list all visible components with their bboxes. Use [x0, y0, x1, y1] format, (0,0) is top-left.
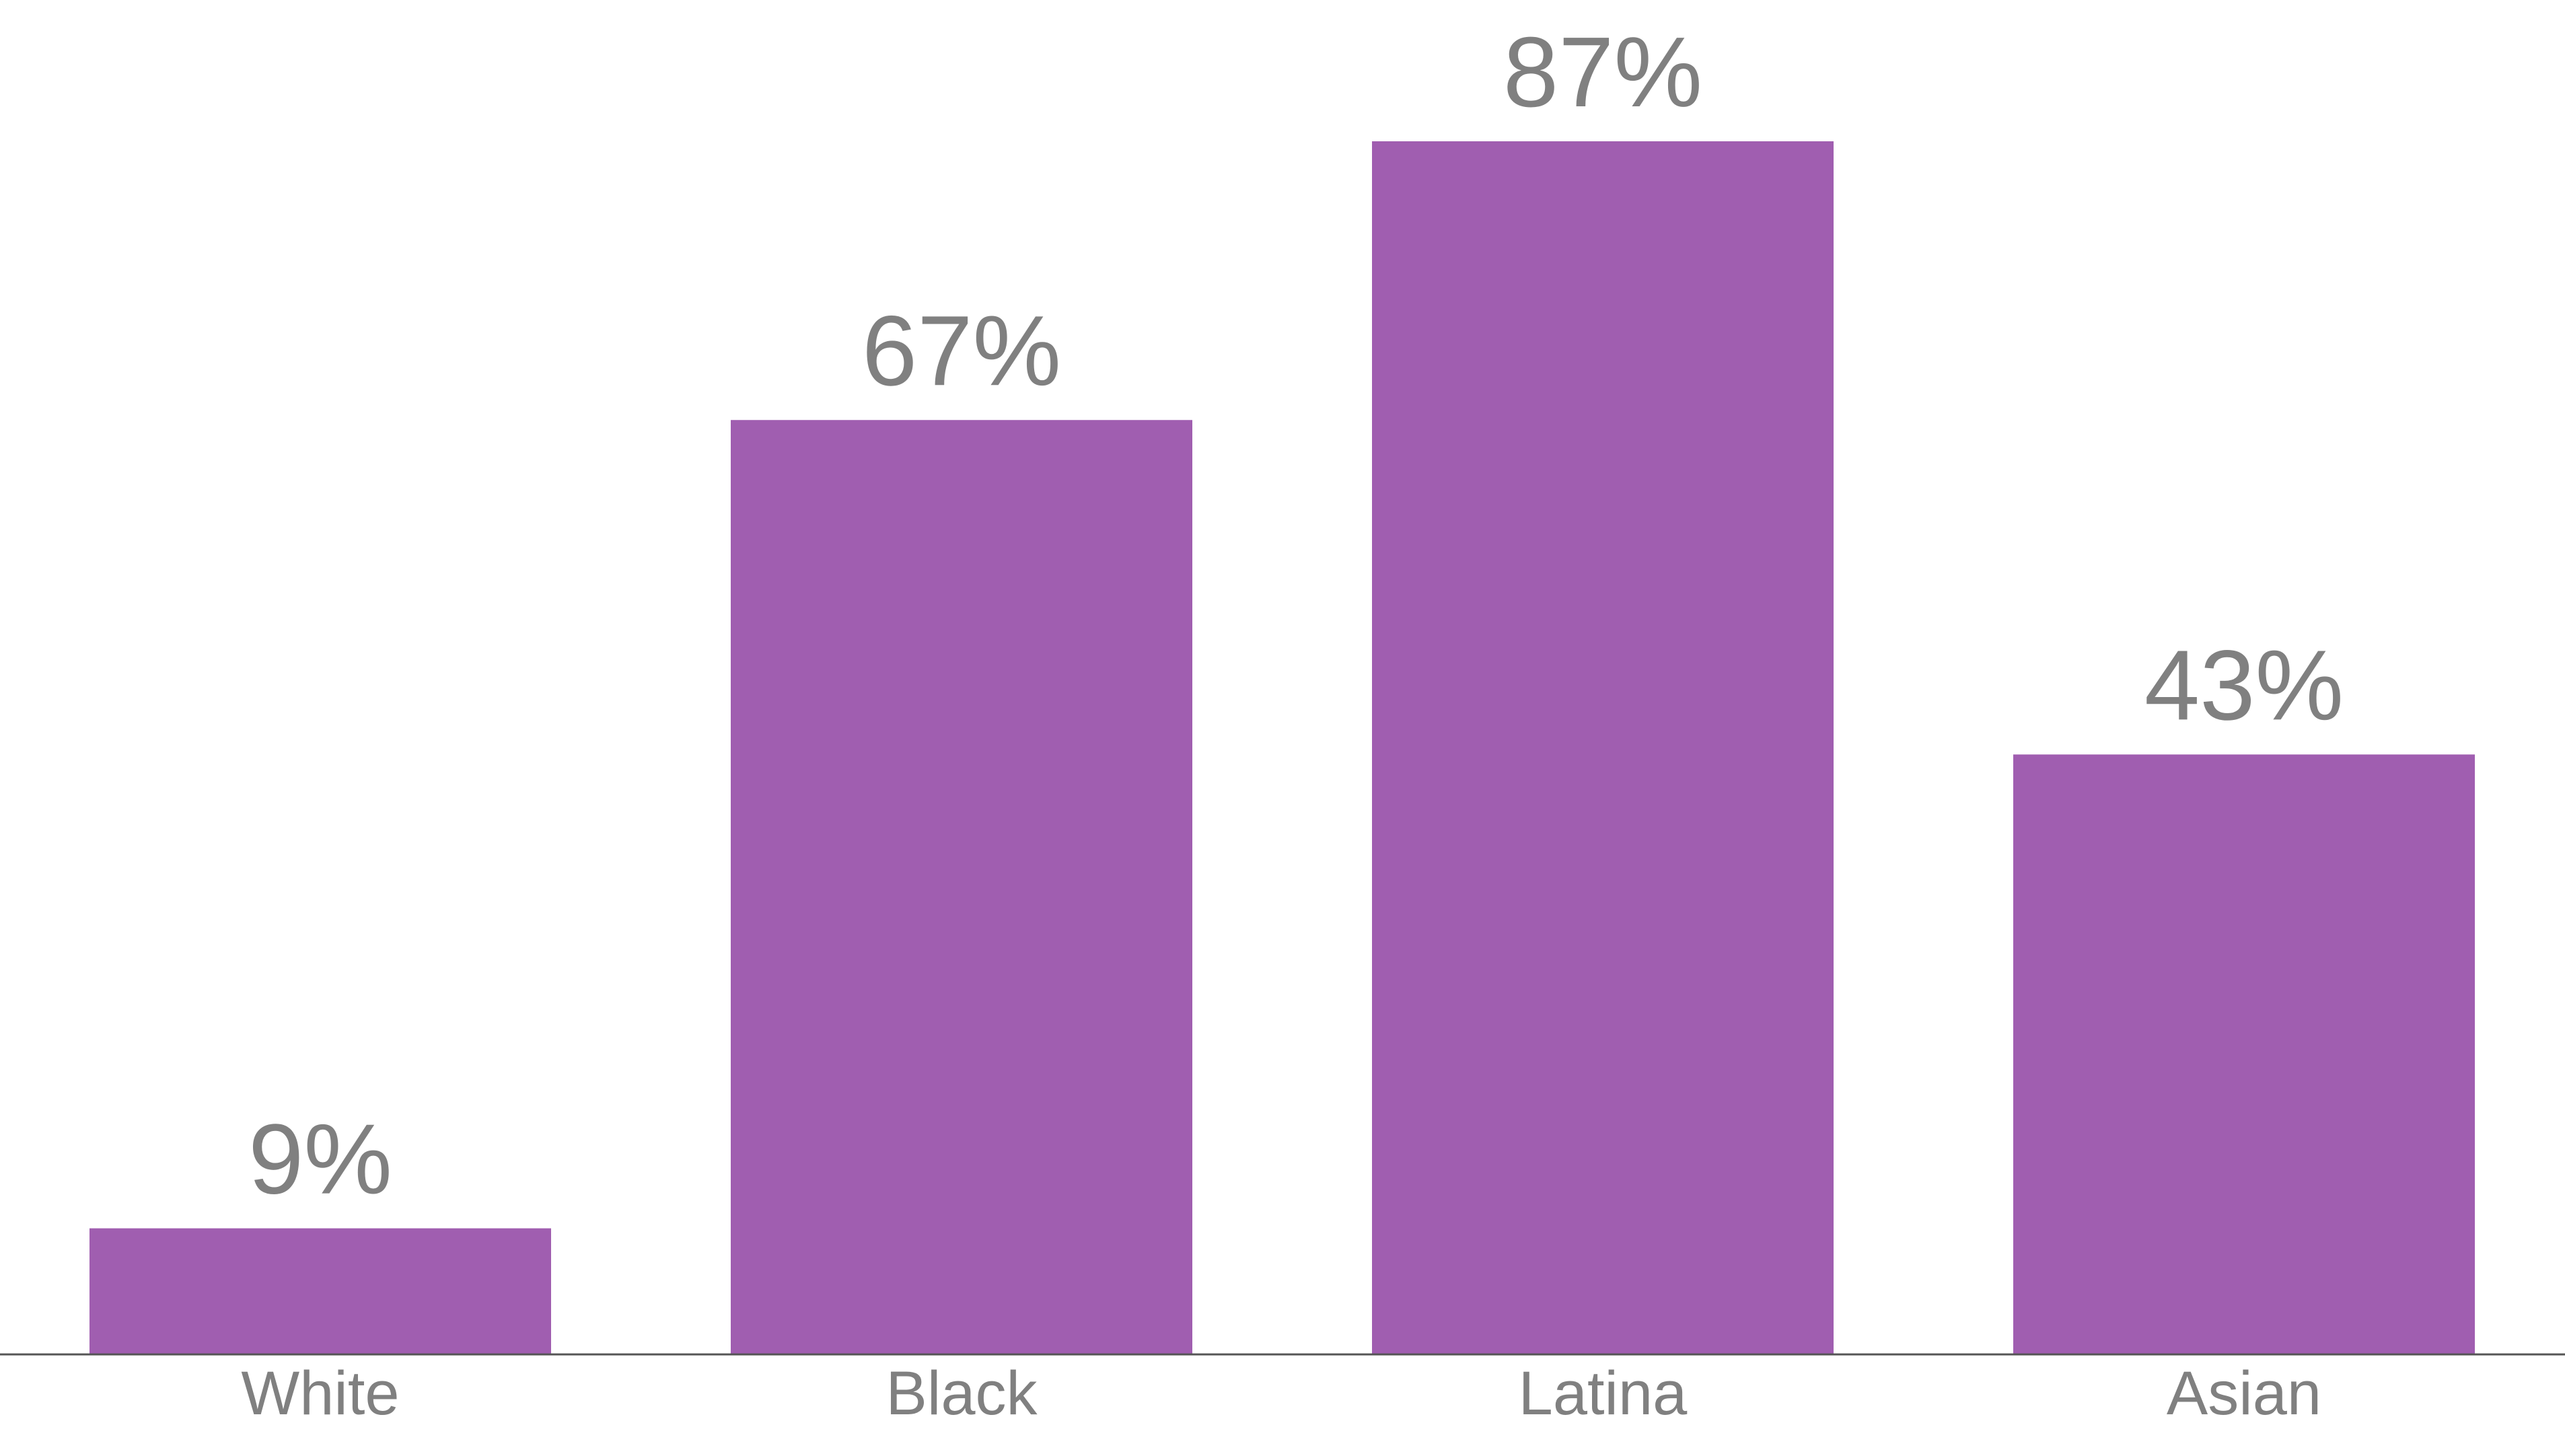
value-label-asian: 43% [2144, 630, 2344, 741]
bar-white [89, 1228, 551, 1354]
value-label-black: 67% [862, 295, 1061, 406]
bar-latina [1372, 141, 1834, 1354]
value-labels-group: 9% 67% 87% 43% [248, 17, 2344, 1215]
bar-asian [2013, 754, 2475, 1354]
category-labels-group: White Black Latina Asian [241, 1359, 2321, 1428]
category-label-latina: Latina [1519, 1359, 1688, 1428]
category-label-black: Black [886, 1359, 1038, 1428]
value-label-white: 9% [248, 1104, 392, 1215]
category-label-asian: Asian [2167, 1359, 2321, 1428]
bar-black [731, 420, 1192, 1354]
bars-group [89, 141, 2475, 1354]
value-label-latina: 87% [1503, 17, 1702, 128]
category-label-white: White [241, 1359, 399, 1428]
